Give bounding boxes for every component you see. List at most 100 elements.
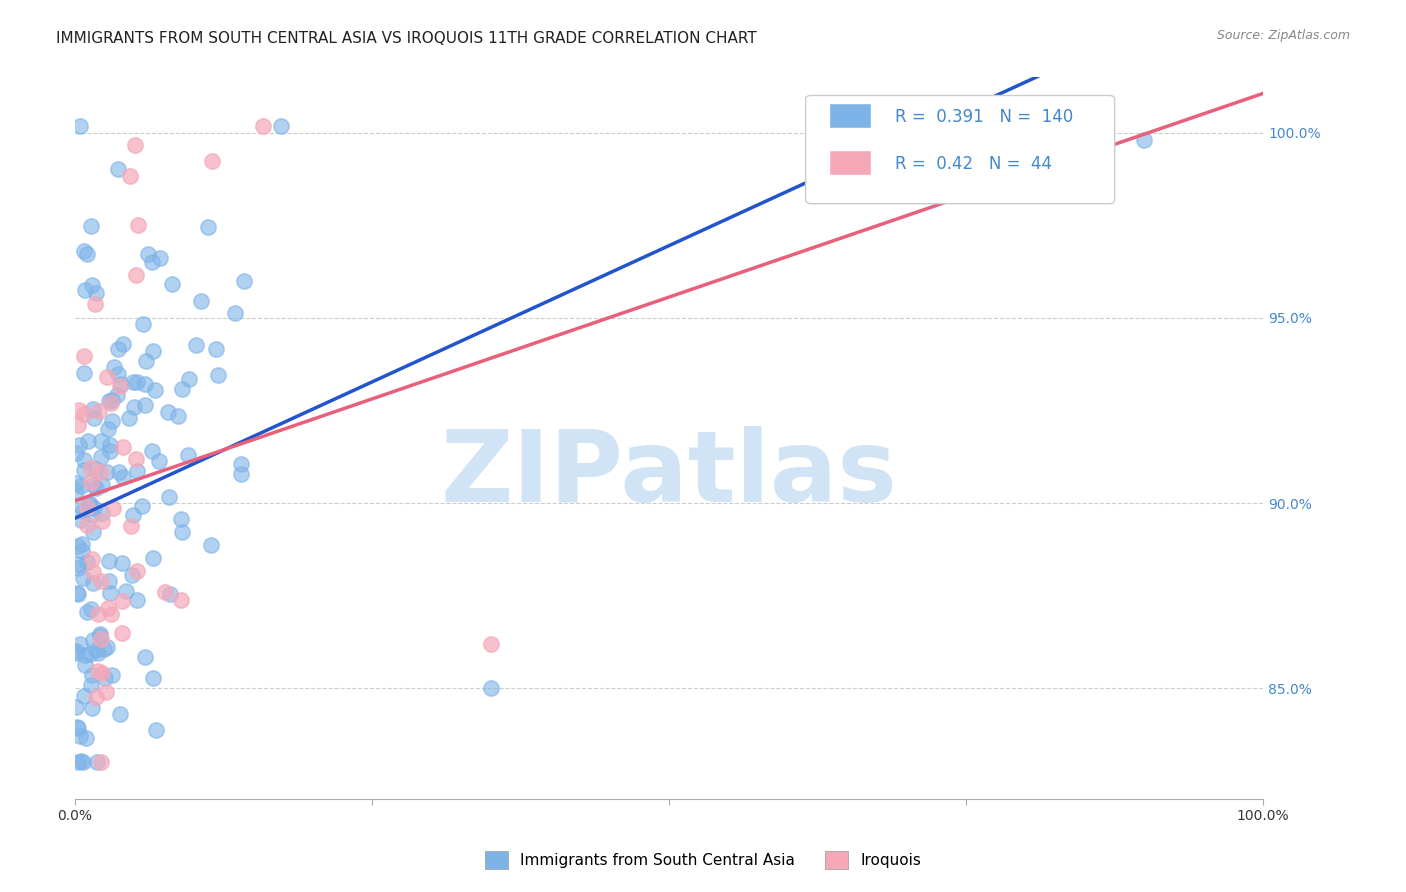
Immigrants from South Central Asia	[103, 359, 125, 374]
Immigrants from South Central Asia	[107, 367, 129, 381]
Immigrants from South Central Asia	[65, 699, 87, 714]
Immigrants from South Central Asia	[134, 398, 156, 412]
Iroquois	[127, 218, 149, 232]
Immigrants from South Central Asia	[96, 640, 118, 655]
Immigrants from South Central Asia	[80, 701, 103, 715]
Immigrants from South Central Asia	[184, 337, 207, 351]
Immigrants from South Central Asia	[72, 571, 94, 585]
Immigrants from South Central Asia	[172, 383, 194, 397]
Iroquois	[111, 625, 134, 640]
Iroquois	[91, 514, 114, 528]
Immigrants from South Central Asia	[82, 401, 104, 416]
Immigrants from South Central Asia	[82, 277, 104, 292]
Text: IMMIGRANTS FROM SOUTH CENTRAL ASIA VS IROQUOIS 11TH GRADE CORRELATION CHART: IMMIGRANTS FROM SOUTH CENTRAL ASIA VS IR…	[56, 31, 756, 46]
Immigrants from South Central Asia	[80, 667, 103, 681]
Immigrants from South Central Asia	[80, 678, 103, 692]
Iroquois	[90, 755, 112, 769]
Immigrants from South Central Asia	[91, 478, 114, 492]
Immigrants from South Central Asia	[65, 646, 87, 660]
Iroquois	[82, 566, 104, 580]
Immigrants from South Central Asia	[90, 434, 112, 448]
Immigrants from South Central Asia	[90, 506, 112, 520]
Immigrants from South Central Asia	[118, 411, 141, 425]
Immigrants from South Central Asia	[73, 283, 96, 297]
Immigrants from South Central Asia	[149, 251, 172, 265]
Iroquois	[100, 607, 122, 621]
Iroquois	[97, 600, 120, 615]
FancyBboxPatch shape	[830, 103, 870, 128]
Immigrants from South Central Asia	[231, 458, 253, 472]
Immigrants from South Central Asia	[70, 537, 93, 551]
Iroquois	[153, 585, 176, 599]
Immigrants from South Central Asia	[96, 465, 118, 479]
Immigrants from South Central Asia	[122, 508, 145, 523]
Iroquois	[84, 690, 107, 704]
Immigrants from South Central Asia	[86, 755, 108, 769]
Immigrants from South Central Asia	[87, 646, 110, 660]
Immigrants from South Central Asia	[229, 467, 252, 481]
Iroquois	[118, 169, 141, 183]
Immigrants from South Central Asia	[107, 342, 129, 356]
Immigrants from South Central Asia	[89, 629, 111, 643]
Immigrants from South Central Asia	[170, 524, 193, 539]
Immigrants from South Central Asia	[69, 499, 91, 513]
FancyBboxPatch shape	[830, 150, 870, 175]
Immigrants from South Central Asia	[98, 574, 121, 588]
Immigrants from South Central Asia	[66, 755, 89, 769]
Immigrants from South Central Asia	[65, 644, 87, 658]
Iroquois	[87, 607, 110, 621]
Immigrants from South Central Asia	[90, 450, 112, 465]
Iroquois	[87, 665, 110, 679]
Immigrants from South Central Asia	[170, 511, 193, 525]
Iroquois	[66, 417, 89, 432]
Iroquois	[83, 297, 105, 311]
Immigrants from South Central Asia	[101, 393, 124, 408]
Immigrants from South Central Asia	[136, 247, 159, 261]
Immigrants from South Central Asia	[105, 388, 128, 402]
Iroquois	[80, 461, 103, 475]
Iroquois	[170, 593, 193, 607]
Iroquois	[96, 369, 118, 384]
Immigrants from South Central Asia	[83, 500, 105, 515]
Immigrants from South Central Asia	[94, 671, 117, 685]
Immigrants from South Central Asia	[76, 605, 98, 619]
Iroquois	[76, 500, 98, 514]
Iroquois	[108, 378, 131, 392]
Immigrants from South Central Asia	[69, 729, 91, 743]
Immigrants from South Central Asia	[66, 557, 89, 571]
Immigrants from South Central Asia	[76, 247, 98, 261]
Immigrants from South Central Asia	[84, 286, 107, 301]
Immigrants from South Central Asia	[66, 721, 89, 735]
Immigrants from South Central Asia	[69, 478, 91, 492]
Immigrants from South Central Asia	[224, 306, 246, 320]
Immigrants from South Central Asia	[122, 375, 145, 389]
Immigrants from South Central Asia	[134, 376, 156, 391]
Iroquois	[94, 685, 117, 699]
Immigrants from South Central Asia	[69, 754, 91, 768]
Immigrants from South Central Asia	[142, 344, 165, 359]
Immigrants from South Central Asia	[148, 454, 170, 468]
Immigrants from South Central Asia	[142, 550, 165, 565]
Iroquois	[87, 404, 110, 418]
Immigrants from South Central Asia	[207, 368, 229, 383]
Immigrants from South Central Asia	[73, 463, 96, 477]
Immigrants from South Central Asia	[82, 478, 104, 492]
Immigrants from South Central Asia	[142, 671, 165, 685]
Immigrants from South Central Asia	[157, 405, 180, 419]
Immigrants from South Central Asia	[177, 448, 200, 462]
Immigrants from South Central Asia	[82, 508, 104, 523]
Immigrants from South Central Asia	[131, 318, 153, 332]
Iroquois	[101, 500, 124, 515]
Immigrants from South Central Asia	[98, 438, 121, 452]
Immigrants from South Central Asia	[107, 162, 129, 177]
Immigrants from South Central Asia	[97, 422, 120, 436]
Text: R =  0.42   N =  44: R = 0.42 N = 44	[894, 155, 1052, 173]
Iroquois	[120, 518, 142, 533]
Immigrants from South Central Asia	[135, 353, 157, 368]
Immigrants from South Central Asia	[160, 277, 183, 292]
Iroquois	[479, 637, 502, 651]
Iroquois	[1038, 133, 1060, 147]
Immigrants from South Central Asia	[190, 293, 212, 308]
Immigrants from South Central Asia	[125, 376, 148, 390]
Immigrants from South Central Asia	[111, 556, 134, 570]
